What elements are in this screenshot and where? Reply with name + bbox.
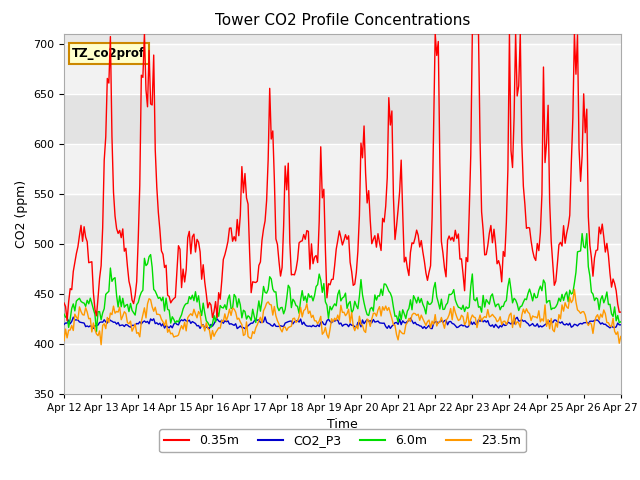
23.5m	[550, 329, 558, 335]
6.0m	[617, 319, 625, 324]
X-axis label: Time: Time	[327, 418, 358, 431]
0.35m	[63, 318, 71, 324]
CO2_P3	[76, 319, 83, 325]
CO2_P3	[60, 322, 68, 327]
0.35m	[412, 235, 419, 241]
23.5m	[397, 329, 405, 335]
6.0m	[93, 329, 100, 335]
0.35m	[60, 300, 68, 306]
23.5m	[379, 304, 387, 310]
CO2_P3	[552, 317, 559, 323]
Bar	[64, 243, 621, 294]
CO2_P3	[617, 322, 625, 328]
6.0m	[579, 231, 586, 237]
Bar	[64, 344, 621, 394]
6.0m	[76, 296, 83, 301]
Bar	[64, 144, 621, 193]
6.0m	[165, 307, 173, 313]
CO2_P3	[399, 318, 406, 324]
6.0m	[60, 312, 68, 317]
Bar	[64, 94, 621, 144]
Text: TZ_co2prof: TZ_co2prof	[72, 47, 145, 60]
0.35m	[77, 222, 85, 228]
CO2_P3	[412, 319, 419, 325]
23.5m	[410, 311, 417, 316]
CO2_P3	[201, 326, 209, 332]
CO2_P3	[164, 324, 172, 330]
6.0m	[550, 305, 558, 311]
Line: CO2_P3: CO2_P3	[64, 317, 621, 329]
0.35m	[552, 278, 559, 284]
Line: 0.35m: 0.35m	[64, 34, 621, 321]
0.35m	[399, 210, 406, 216]
Line: 23.5m: 23.5m	[64, 289, 621, 345]
23.5m	[617, 334, 625, 339]
Bar	[64, 44, 621, 94]
23.5m	[76, 304, 83, 310]
0.35m	[167, 300, 175, 306]
23.5m	[165, 326, 173, 332]
6.0m	[410, 293, 417, 299]
Legend: 0.35m, CO2_P3, 6.0m, 23.5m: 0.35m, CO2_P3, 6.0m, 23.5m	[159, 429, 525, 452]
0.35m	[380, 219, 388, 225]
Y-axis label: CO2 (ppm): CO2 (ppm)	[15, 180, 28, 248]
23.5m	[571, 287, 579, 292]
Title: Tower CO2 Profile Concentrations: Tower CO2 Profile Concentrations	[214, 13, 470, 28]
0.35m	[141, 31, 148, 36]
0.35m	[617, 309, 625, 315]
CO2_P3	[380, 320, 388, 326]
6.0m	[397, 317, 405, 323]
23.5m	[97, 342, 105, 348]
6.0m	[379, 292, 387, 298]
CO2_P3	[261, 314, 269, 320]
Line: 6.0m: 6.0m	[64, 234, 621, 332]
23.5m	[60, 338, 68, 344]
